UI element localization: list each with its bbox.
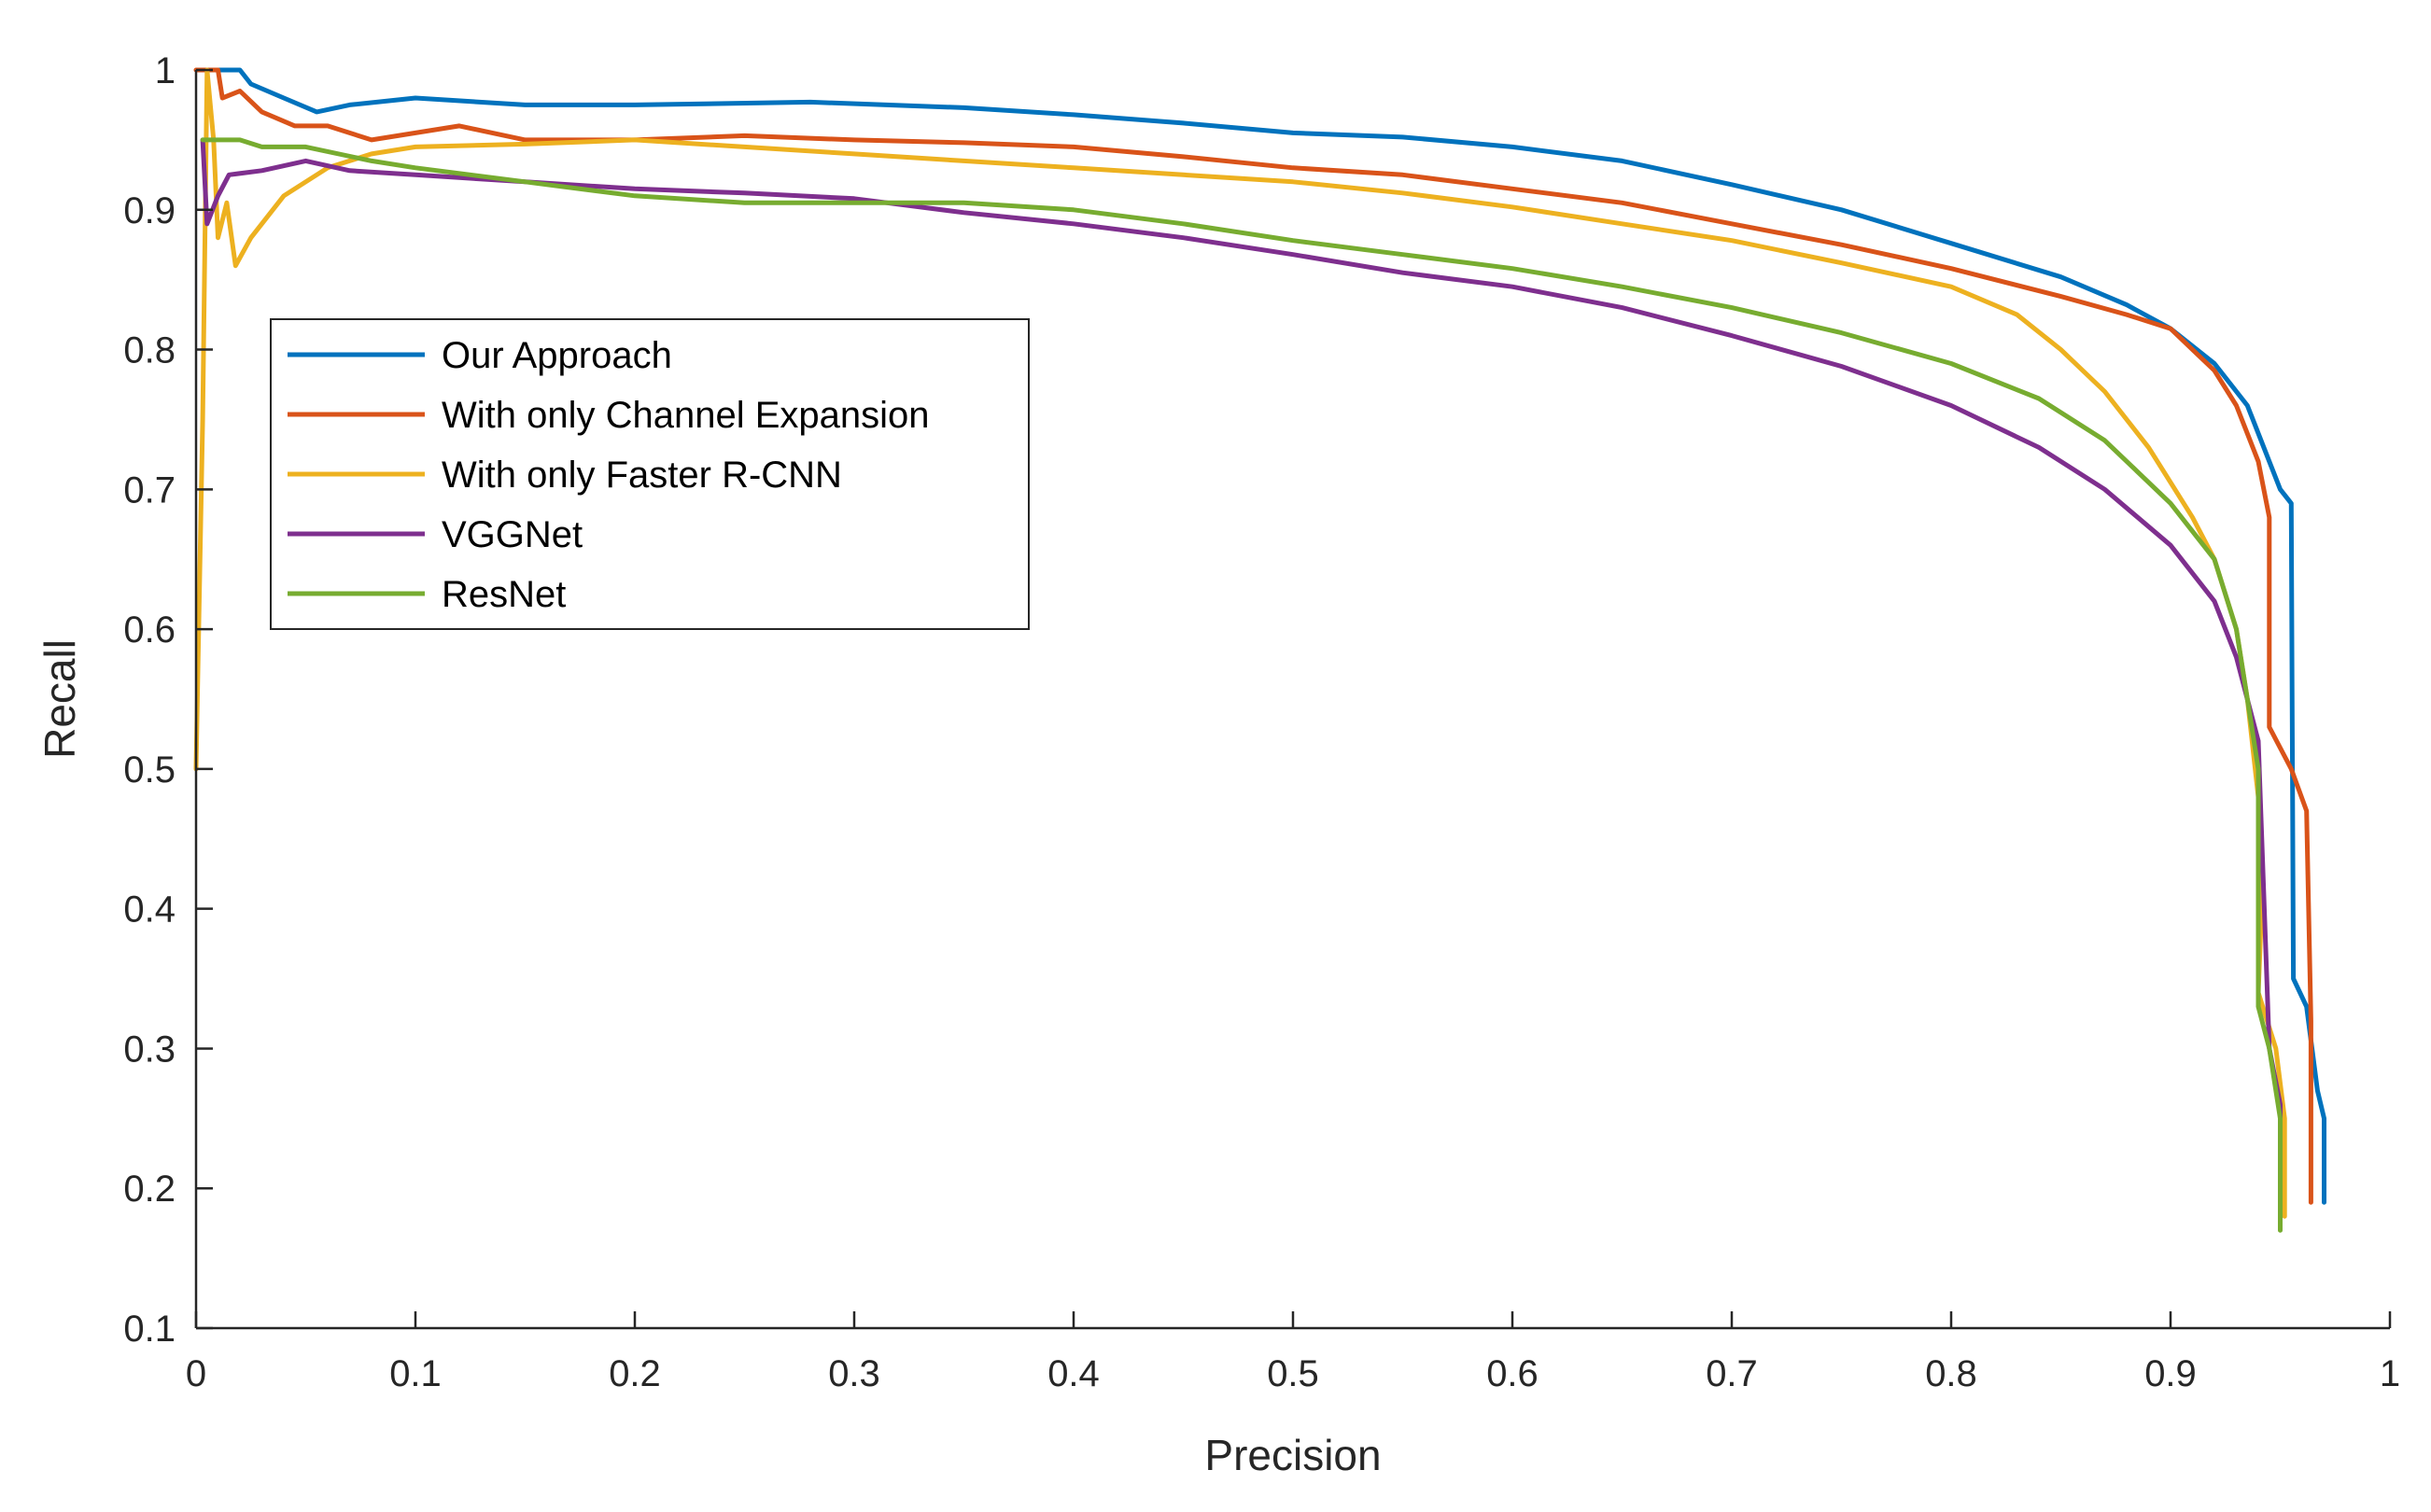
axes: 0 0.1 0.2 0.3 0.4 0.5 0.6 0.7 0.8 0.9 10.10.20.30.… [123, 50, 2400, 1394]
x-tick-label: 0.1 [389, 1353, 442, 1394]
legend-label-4: VGGNet [442, 514, 583, 555]
x-tick-label: 0.6 [1486, 1353, 1539, 1394]
y-tick-label: 0.8 [123, 330, 176, 371]
series-line-1 [204, 67, 2326, 1205]
legend-label-2: With only Channel Expansion [442, 395, 930, 436]
legend-label-3: With only Faster R-CNN [442, 455, 842, 496]
y-tick-label: 0.2 [123, 1169, 176, 1210]
y-tick-label: 0.4 [123, 889, 176, 931]
y-tick-label: 0.5 [123, 749, 176, 791]
y-tick-label: 0.9 [123, 190, 176, 231]
x-tick-label: 0.7 [1706, 1353, 1758, 1394]
legend-label-1: Our Approach [442, 335, 672, 376]
x-tick-label: 0.4 [1047, 1353, 1100, 1394]
series-line-5 [200, 137, 2283, 1233]
y-tick-label: 0.3 [123, 1029, 176, 1070]
x-tick-label: 0.2 [609, 1353, 661, 1394]
x-tick-label: 0.3 [828, 1353, 880, 1394]
x-tick-label: 1 [2380, 1353, 2400, 1394]
x-tick-label: 0.8 [1925, 1353, 1977, 1394]
series-layer [193, 67, 2326, 1233]
x-tick-label: 0 [186, 1353, 206, 1394]
series-line-2 [193, 67, 2313, 1205]
y-tick-label: 0.1 [123, 1309, 176, 1350]
x-tick-label: 0.9 [2144, 1353, 2197, 1394]
y-axis-title: Recall [35, 639, 84, 759]
x-axis-title: Precision [1204, 1431, 1381, 1479]
y-tick-label: 0.6 [123, 609, 176, 651]
x-tick-label: 0.5 [1267, 1353, 1319, 1394]
series-line-4 [200, 137, 2283, 1219]
legend-label-5: ResNet [442, 574, 566, 615]
y-tick-label: 1 [155, 50, 176, 91]
y-tick-label: 0.7 [123, 469, 176, 511]
legend: Our Approach With only Channel Expansion W… [270, 318, 1030, 630]
